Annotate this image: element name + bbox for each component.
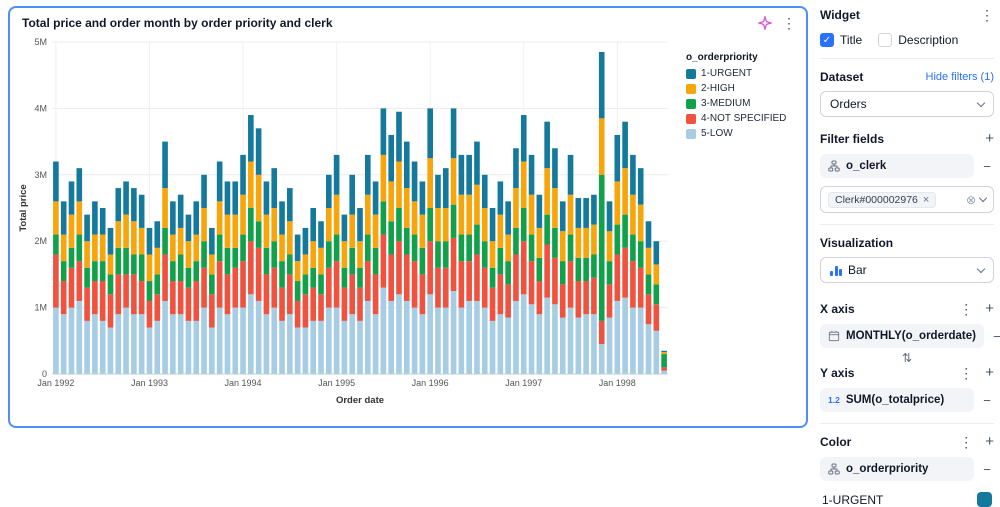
svg-text:Jan 1996: Jan 1996 — [412, 378, 449, 388]
legend-item: 3-MEDIUM — [686, 98, 802, 109]
legend-swatch — [686, 68, 696, 79]
widget-panel-title: Widget — [820, 8, 860, 22]
svg-text:Jan 1992: Jan 1992 — [37, 378, 74, 388]
svg-text:5M: 5M — [34, 37, 47, 47]
string-type-icon — [828, 463, 840, 475]
chevron-down-icon — [976, 264, 986, 273]
remove-color-field-button[interactable]: − — [983, 461, 991, 477]
numeric-type-icon: 1.2 — [828, 395, 840, 405]
dataset-section-label: Dataset — [820, 70, 864, 84]
legend-item: 2-HIGH — [686, 83, 802, 94]
chevron-down-icon — [976, 98, 986, 107]
legend-label: 5-LOW — [701, 128, 733, 139]
color-section-label: Color — [820, 435, 852, 449]
hide-filters-link[interactable]: Hide filters (1) — [925, 71, 994, 83]
x-axis-field-label: MONTHLY(o_orderdate) — [846, 330, 976, 342]
remove-y-axis-field-button[interactable]: − — [983, 392, 991, 408]
legend-swatch — [686, 98, 696, 109]
remove-x-axis-field-button[interactable]: − — [993, 328, 1000, 344]
dataset-select[interactable]: Orders — [820, 91, 994, 117]
chart-plot-area: 0 1M 2M 3M 4M 5M Jan 1992 Jan 1993 Jan 1994 Jan 1… — [18, 37, 668, 406]
calendar-icon — [828, 330, 840, 342]
filter-value-chip-label: Clerk#000002976 — [835, 193, 918, 206]
add-x-axis-field-button[interactable]: + — [985, 300, 994, 317]
legend-label: 1-URGENT — [701, 68, 753, 79]
color-field-label: o_orderpriority — [846, 463, 929, 475]
chip-remove-icon[interactable]: × — [922, 193, 930, 206]
svg-text:1M: 1M — [34, 303, 47, 313]
card-body: 0 1M 2M 3M 4M 5M Jan 1992 Jan 1993 Jan 1994 Jan 1… — [10, 30, 806, 426]
svg-text:Jan 1993: Jan 1993 — [131, 378, 168, 388]
stacked-bar-chart: 0 1M 2M 3M 4M 5M Jan 1992 Jan 1993 Jan 1994 Jan 1… — [16, 30, 686, 424]
y-axis-field-label: SUM(o_totalprice) — [845, 394, 945, 406]
chart-widget-card: Total price and order month by order pri… — [8, 6, 808, 428]
legend-label: 3-MEDIUM — [701, 98, 751, 109]
filter-value-select[interactable]: Clerk#000002976 × ⊗ — [820, 186, 994, 213]
svg-text:Jan 1994: Jan 1994 — [225, 378, 262, 388]
checkbox-unchecked-icon[interactable] — [878, 33, 893, 47]
legend-swatch — [686, 128, 696, 139]
divider — [820, 423, 994, 424]
checkbox-checked-icon[interactable]: ✓ — [820, 33, 834, 47]
svg-text:Jan 1997: Jan 1997 — [505, 378, 542, 388]
y-axis-kebab-menu-icon[interactable]: ⋮ — [959, 365, 974, 381]
filter-fields-section-label: Filter fields — [820, 132, 885, 146]
add-filter-field-button[interactable]: + — [985, 130, 994, 147]
color-kebab-menu-icon[interactable]: ⋮ — [959, 434, 974, 450]
legend-swatch — [686, 83, 696, 94]
svg-text:3M: 3M — [34, 170, 47, 180]
svg-text:Total price: Total price — [18, 184, 29, 231]
x-axis-kebab-menu-icon[interactable]: ⋮ — [959, 301, 974, 317]
add-color-field-button[interactable]: + — [985, 433, 994, 450]
description-checkbox-label: Description — [898, 33, 959, 47]
svg-text:Jan 1995: Jan 1995 — [318, 378, 355, 388]
color-field-pill[interactable]: o_orderpriority — [820, 457, 974, 481]
string-type-icon — [828, 160, 840, 172]
dataset-selected-value: Orders — [830, 97, 867, 111]
bar-chart-type-icon — [830, 265, 842, 276]
chevron-down-icon — [978, 193, 988, 203]
svg-text:4M: 4M — [34, 103, 47, 113]
color-value-swatch[interactable] — [977, 492, 992, 507]
y-axis-section-label: Y axis — [820, 366, 855, 380]
swap-axes-icon[interactable]: ⇅ — [901, 351, 913, 365]
x-axis-field-pill[interactable]: MONTHLY(o_orderdate) — [820, 324, 984, 348]
chart-legend: o_orderpriority 1-URGENT 2-HIGH 3-MEDIUM 4-N… — [686, 30, 802, 424]
svg-text:Order date: Order date — [336, 395, 384, 406]
title-checkbox[interactable]: ✓ Title — [820, 33, 862, 47]
x-axis-section-label: X axis — [820, 302, 855, 316]
widget-settings-sidebar: Widget ⋮ ✓ Title Description Dataset Hid… — [818, 0, 1000, 507]
add-y-axis-field-button[interactable]: + — [985, 364, 994, 381]
visualization-section-label: Visualization — [820, 236, 894, 250]
filter-field-label: o_clerk — [846, 160, 887, 172]
visualization-select[interactable]: Bar — [820, 257, 994, 283]
description-checkbox[interactable]: Description — [878, 33, 958, 47]
y-axis-field-pill[interactable]: 1.2 SUM(o_totalprice) — [820, 388, 974, 412]
title-checkbox-label: Title — [840, 33, 863, 47]
card-header: Total price and order month by order pri… — [10, 8, 806, 32]
sparkle-ai-icon[interactable] — [756, 14, 774, 32]
remove-filter-field-button[interactable]: − — [983, 158, 991, 174]
color-value-label: 1-URGENT — [822, 492, 884, 507]
legend-title: o_orderpriority — [686, 52, 758, 63]
clear-all-icon[interactable]: ⊗ — [965, 192, 976, 207]
filter-field-o-clerk[interactable]: o_clerk — [820, 154, 974, 178]
legend-item: 4-NOT SPECIFIED — [686, 113, 802, 124]
chart-title: Total price and order month by order pri… — [22, 16, 333, 30]
divider — [820, 58, 994, 59]
divider — [820, 224, 994, 225]
legend-label: 4-NOT SPECIFIED — [701, 113, 787, 124]
legend-label: 2-HIGH — [701, 83, 735, 94]
legend-item: 5-LOW — [686, 128, 802, 139]
widget-kebab-menu-icon[interactable]: ⋮ — [980, 7, 994, 23]
card-kebab-menu-icon[interactable]: ⋮ — [782, 15, 796, 31]
svg-text:Jan 1998: Jan 1998 — [599, 378, 636, 388]
svg-text:0: 0 — [42, 369, 47, 379]
visualization-selected-value: Bar — [848, 263, 867, 277]
filter-value-chip[interactable]: Clerk#000002976 × — [828, 191, 937, 208]
svg-text:2M: 2M — [34, 236, 47, 246]
legend-item: 1-URGENT — [686, 68, 802, 79]
legend-swatch — [686, 113, 696, 124]
